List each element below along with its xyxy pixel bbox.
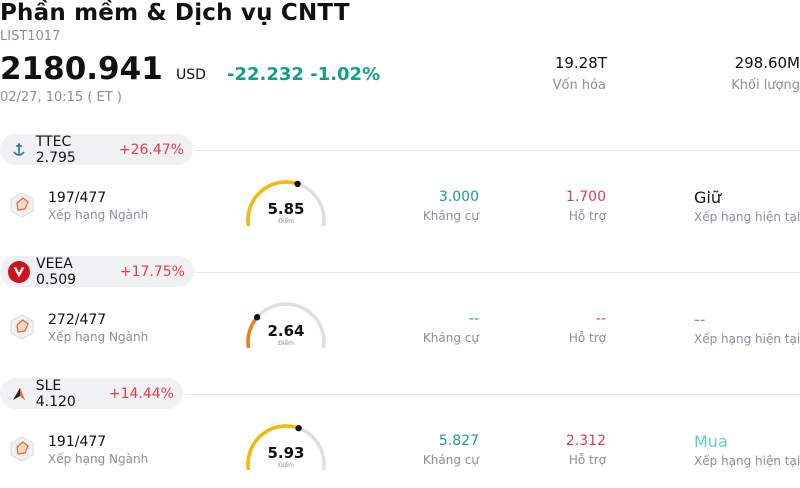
index-code: LIST1017	[0, 29, 61, 44]
row-divider	[195, 150, 800, 151]
score-value: 2.64	[267, 322, 305, 340]
market-cap-label: Vốn hóa	[552, 78, 606, 93]
industry-rank-value: 197/477	[48, 190, 107, 206]
current-rating-label: Xếp hạng hiện tại	[694, 210, 800, 224]
resistance-value: 3.000	[438, 189, 479, 205]
resistance-value: --	[468, 311, 479, 327]
score-gauge	[241, 422, 331, 476]
resistance-label: Kháng cự	[422, 209, 479, 223]
industry-rank-radar-icon	[8, 435, 36, 463]
industry-rank-value: 272/477	[48, 312, 107, 328]
current-rating: Giữ	[694, 188, 721, 207]
stock-symbol-price: TTEC 2.795	[35, 133, 76, 166]
stock-change-percent: +14.44%	[108, 385, 174, 402]
stock-change-percent: +26.47%	[118, 141, 184, 158]
current-rating-label: Xếp hạng hiện tại	[694, 332, 800, 346]
row-divider	[185, 394, 800, 395]
current-rating: Mua	[694, 432, 728, 451]
industry-rank-label: Xếp hạng Ngành	[48, 452, 149, 466]
support-value: 1.700	[565, 189, 606, 205]
industry-rank-radar-icon	[8, 191, 36, 219]
score-label: Điểm	[278, 218, 294, 225]
score-label: Điểm	[278, 462, 294, 469]
resistance-label: Kháng cự	[422, 331, 479, 345]
veea-v-icon	[8, 260, 30, 283]
ttec-anchor-icon	[8, 139, 30, 161]
support-label: Hỗ trợ	[568, 453, 606, 467]
support-value: 2.312	[565, 433, 606, 449]
stock-chip[interactable]: SLE 4.120 +14.44%	[0, 377, 183, 410]
stock-chip[interactable]: VEEA 0.509 +17.75%	[0, 255, 194, 288]
market-cap-value: 19.28T	[554, 54, 607, 72]
support-label: Hỗ trợ	[568, 209, 606, 223]
industry-rank-value: 191/477	[48, 434, 107, 450]
stock-chip[interactable]: TTEC 2.795 +26.47%	[0, 133, 193, 166]
current-rating: --	[694, 310, 706, 329]
stock-symbol-price: VEEA 0.509	[36, 255, 77, 288]
score-value: 5.93	[267, 444, 305, 462]
score-value: 5.85	[267, 200, 305, 218]
score-label: Điểm	[278, 340, 294, 347]
resistance-label: Kháng cự	[422, 453, 479, 467]
index-change: -22.232 -1.02%	[227, 64, 381, 85]
industry-rank-radar-icon	[8, 313, 36, 341]
row-divider	[196, 272, 800, 273]
stock-symbol-price: SLE 4.120	[35, 377, 76, 410]
page-title: Phần mềm & Dịch vụ CNTT	[0, 0, 350, 26]
current-rating-label: Xếp hạng hiện tại	[694, 454, 800, 468]
timestamp: 02/27, 10:15 ( ET )	[0, 90, 122, 105]
volume-value: 298.60M	[734, 54, 800, 72]
currency-label: USD	[176, 67, 206, 83]
resistance-value: 5.827	[438, 433, 479, 449]
industry-rank-label: Xếp hạng Ngành	[48, 208, 149, 222]
index-price: 2180.941	[0, 51, 163, 87]
stock-change-percent: +17.75%	[119, 263, 185, 280]
industry-rank-label: Xếp hạng Ngành	[48, 330, 149, 344]
support-label: Hỗ trợ	[568, 331, 606, 345]
volume-label: Khối lượng	[731, 78, 800, 93]
support-value: --	[595, 311, 606, 327]
score-gauge	[241, 178, 331, 232]
sle-arrow-icon	[8, 383, 30, 405]
